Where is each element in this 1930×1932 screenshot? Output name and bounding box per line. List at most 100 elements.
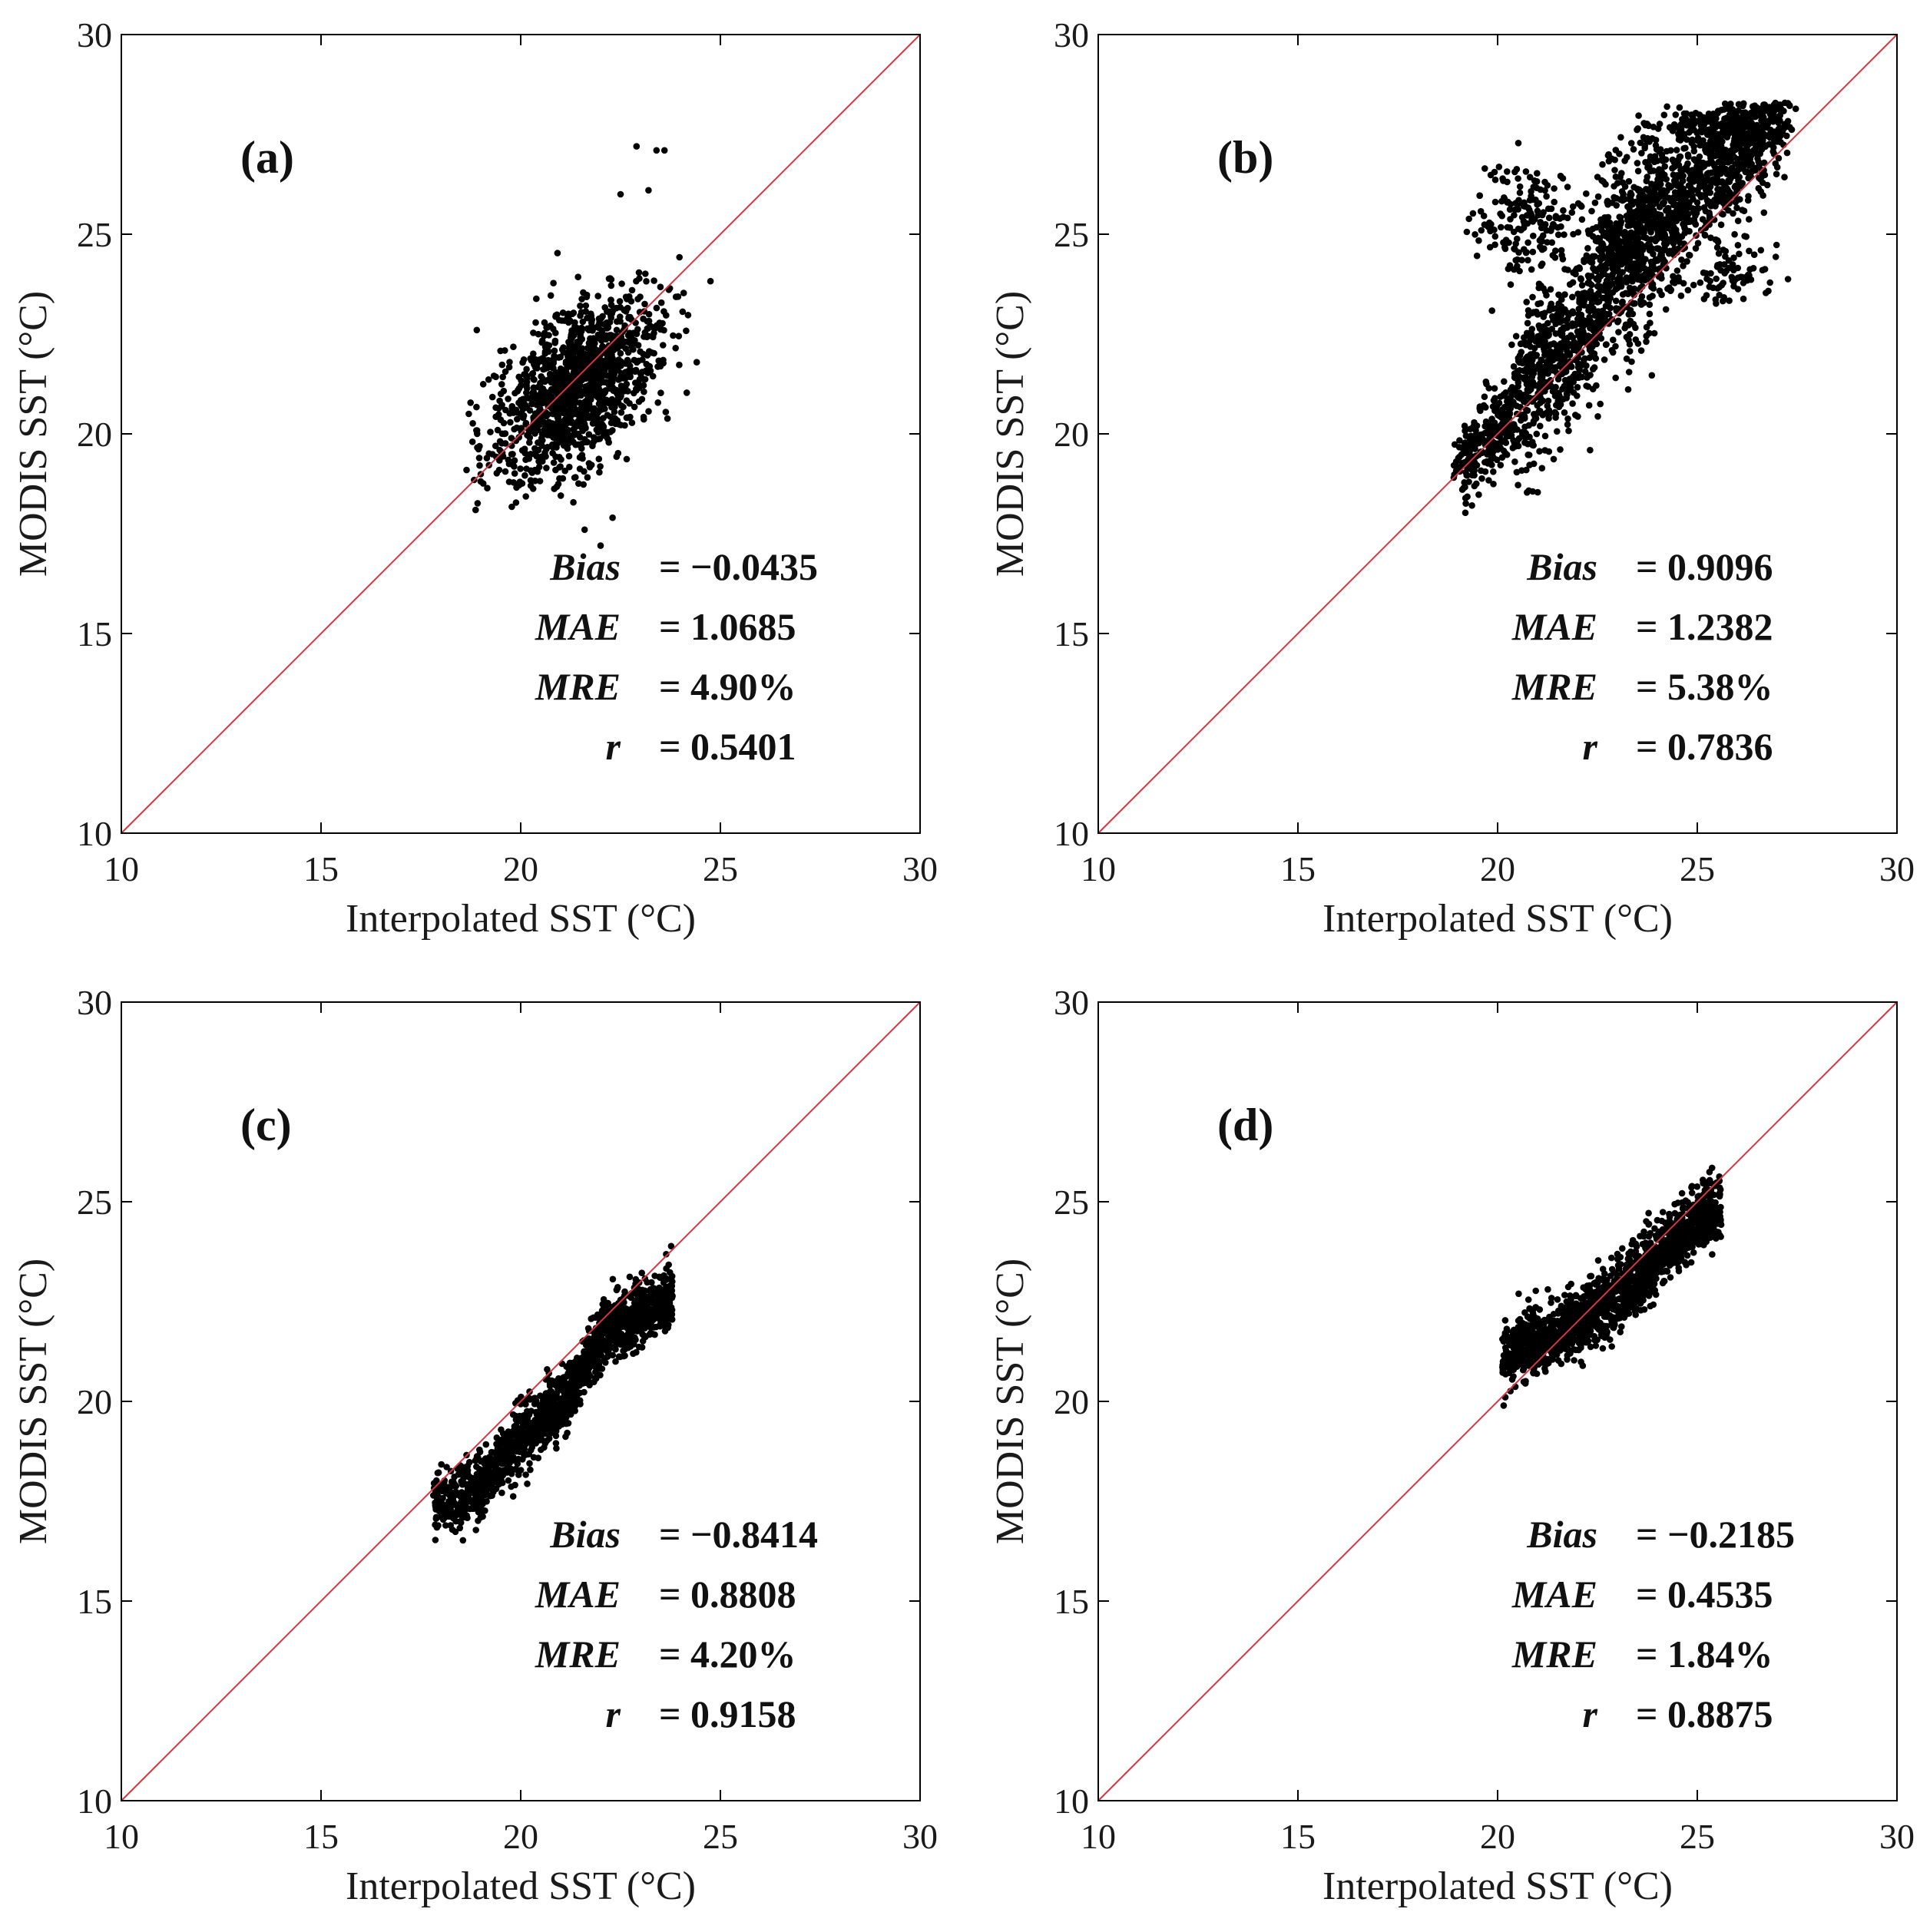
data-point [1739, 273, 1746, 281]
data-point [1589, 385, 1597, 393]
data-point [588, 319, 595, 326]
data-point [505, 456, 512, 464]
data-point [518, 377, 525, 384]
data-point [1623, 333, 1630, 341]
data-point [1587, 287, 1594, 295]
y-tick-label: 30 [77, 15, 112, 55]
data-point [609, 427, 616, 434]
data-point [1759, 266, 1766, 274]
stat-name-r: r [1583, 725, 1598, 768]
data-point [1680, 263, 1687, 270]
data-point [614, 395, 622, 402]
data-point [1545, 214, 1553, 222]
data-point [594, 293, 601, 299]
y-tick-label: 15 [77, 614, 112, 653]
data-point [1690, 281, 1697, 289]
data-point [1701, 183, 1709, 190]
data-point [621, 306, 627, 314]
data-point [1717, 221, 1725, 229]
data-point [1643, 332, 1650, 339]
data-point [1491, 422, 1498, 430]
data-point [1706, 117, 1713, 125]
data-point [1524, 239, 1531, 246]
data-point [1524, 359, 1531, 366]
data-point [618, 280, 625, 287]
data-point [1647, 267, 1654, 274]
data-point [531, 445, 538, 452]
data-point [1597, 335, 1605, 342]
data-point [1600, 294, 1607, 302]
data-point [1594, 174, 1601, 180]
data-point [1544, 397, 1552, 405]
data-point [581, 526, 588, 534]
data-point [484, 485, 491, 491]
data-point [1569, 203, 1577, 210]
data-point [1554, 223, 1561, 231]
data-point [1529, 293, 1536, 301]
data-point [631, 403, 638, 411]
data-point [1757, 246, 1765, 254]
data-point [1507, 281, 1515, 288]
y-axis-label: MODIS SST (°C) [12, 291, 55, 577]
data-point [550, 357, 558, 364]
x-tick-label: 30 [1879, 849, 1915, 888]
data-point [624, 349, 632, 356]
data-point [587, 335, 594, 342]
y-tick-label: 10 [77, 814, 112, 853]
data-point [492, 373, 499, 381]
data-point [1707, 270, 1714, 277]
data-point [1784, 117, 1792, 125]
data-point [1679, 177, 1687, 184]
data-point [1676, 153, 1683, 160]
data-point [1713, 244, 1721, 251]
data-point [1670, 240, 1677, 247]
data-point [1586, 354, 1594, 362]
data-point [1609, 349, 1617, 356]
data-point [1473, 252, 1481, 260]
data-point [1650, 329, 1658, 337]
data-point [634, 380, 642, 387]
data-point [1578, 317, 1585, 325]
data-point [1601, 313, 1609, 319]
data-point [549, 410, 557, 418]
data-point [1670, 194, 1678, 200]
data-point [1551, 185, 1558, 192]
data-point [1705, 160, 1713, 167]
data-point [505, 363, 513, 371]
data-point [1692, 109, 1700, 117]
data-point [1648, 372, 1656, 379]
data-point [1730, 278, 1737, 286]
data-point [676, 253, 683, 261]
x-tick-label: 25 [703, 849, 738, 888]
data-point [616, 298, 624, 305]
data-point [1548, 349, 1555, 356]
data-point [1578, 282, 1586, 289]
data-point [536, 478, 544, 485]
data-point [1766, 279, 1773, 286]
data-point [527, 477, 535, 484]
data-point [1541, 367, 1548, 374]
data-point [509, 1493, 517, 1500]
data-point [1754, 150, 1762, 157]
data-point [1521, 246, 1528, 253]
data-point [1543, 193, 1550, 200]
data-point [508, 435, 515, 442]
data-point [562, 359, 570, 367]
data-point [1775, 119, 1782, 127]
data-point [538, 358, 545, 365]
data-point [626, 1273, 634, 1281]
data-point [1468, 440, 1475, 447]
data-point [1510, 426, 1517, 434]
one-to-one-line [1097, 34, 1898, 834]
data-point [597, 542, 604, 549]
data-point [620, 403, 627, 411]
data-point [1730, 117, 1737, 124]
data-point [1552, 213, 1560, 220]
data-point [623, 455, 631, 463]
data-point [528, 400, 536, 408]
data-point [1594, 234, 1602, 242]
data-point [1498, 223, 1505, 231]
data-point [1632, 324, 1639, 332]
data-point [618, 385, 626, 392]
data-point [584, 474, 591, 481]
